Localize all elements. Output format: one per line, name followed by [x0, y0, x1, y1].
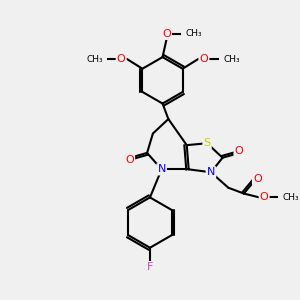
Text: O: O — [117, 54, 125, 64]
Text: O: O — [125, 155, 134, 165]
Text: CH₃: CH₃ — [86, 55, 103, 64]
Text: S: S — [203, 138, 211, 148]
Text: CH₃: CH₃ — [283, 193, 299, 202]
Text: O: O — [235, 146, 243, 156]
Text: O: O — [200, 54, 208, 64]
Text: O: O — [162, 29, 171, 39]
Text: N: N — [207, 167, 215, 177]
Text: F: F — [147, 262, 153, 272]
Text: O: O — [253, 174, 262, 184]
Text: CH₃: CH₃ — [186, 29, 202, 38]
Text: N: N — [158, 164, 166, 174]
Text: CH₃: CH₃ — [223, 55, 240, 64]
Text: O: O — [260, 192, 268, 203]
